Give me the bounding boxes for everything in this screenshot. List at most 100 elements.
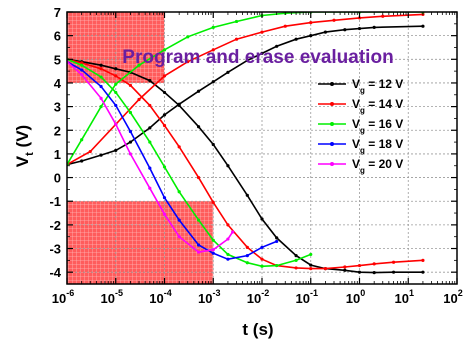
x-tick-label: 10-6 xyxy=(52,288,74,306)
series-3-program-point xyxy=(234,19,239,24)
series-1-erase-point xyxy=(421,270,425,274)
x-tick-label: 10-1 xyxy=(296,288,318,306)
series-2-erase-point xyxy=(260,257,264,261)
series-1-program-point xyxy=(80,159,84,163)
x-tick-label: 102 xyxy=(443,288,462,306)
series-3-erase-point xyxy=(128,110,133,115)
series-1-program-point xyxy=(148,126,152,130)
y-tick-label: -4 xyxy=(49,265,61,280)
series-5-erase-point xyxy=(231,230,235,234)
series-2-erase-point xyxy=(343,265,347,269)
series-1-erase-line xyxy=(67,58,423,274)
series-2-program-point xyxy=(332,18,336,22)
series-1-program-point xyxy=(343,28,347,32)
series-2-erase-point xyxy=(294,266,298,270)
series-5-erase-point xyxy=(196,250,201,254)
series-2-erase-point xyxy=(148,103,152,108)
series-2-program-point xyxy=(260,30,264,34)
legend-label: Vg = 20 V xyxy=(352,157,403,175)
series-5-erase-point xyxy=(162,212,167,216)
series-4-erase-point xyxy=(162,196,167,200)
series-1-erase-point xyxy=(357,270,362,274)
series-1-erase-point xyxy=(148,78,152,83)
series-3-erase-point xyxy=(162,165,167,169)
series-2-erase-point xyxy=(372,262,376,266)
series-3-erase-point xyxy=(245,261,249,265)
legend-swatch-marker xyxy=(330,102,334,106)
series-1-program-point xyxy=(323,30,328,34)
series-3-erase-point xyxy=(294,258,298,262)
series-1-program-point xyxy=(128,140,133,144)
series-1-program-point xyxy=(114,148,118,152)
y-tick-label: -2 xyxy=(49,218,61,233)
series-4-erase-point xyxy=(211,251,215,255)
series-3-erase-point xyxy=(177,190,181,194)
series-4-erase-point xyxy=(196,243,201,247)
series-1-program-point xyxy=(275,44,279,48)
series-5-erase-point xyxy=(148,186,152,190)
series-3-erase-point xyxy=(275,263,279,268)
series-1-program-point xyxy=(294,37,298,41)
series-1-erase-point xyxy=(260,217,264,221)
y-axis-label: Vt (V) xyxy=(13,125,36,167)
series-1-program-point xyxy=(99,153,103,157)
series-2-erase-point xyxy=(211,200,215,204)
series-4 xyxy=(67,60,279,261)
series-4-erase-point xyxy=(260,245,264,249)
series-1-program-point xyxy=(196,89,201,93)
series-1-erase-point xyxy=(99,63,103,67)
series-2-erase-point xyxy=(162,123,167,128)
series-2-program-point xyxy=(381,14,385,18)
series-5-erase-point xyxy=(80,73,84,77)
y-tick-label: 0 xyxy=(54,171,61,186)
series-2-erase-point xyxy=(245,245,249,249)
series-5-erase-point xyxy=(226,237,230,241)
x-tick-label: 101 xyxy=(395,288,414,306)
legend-label: Vg = 16 V xyxy=(352,117,403,135)
y-axis-label-unit: (V) xyxy=(13,125,32,152)
series-3-erase-line xyxy=(67,58,312,268)
series-1-program-point xyxy=(162,113,167,117)
series-4-erase-point xyxy=(114,103,118,108)
series-5-erase-point xyxy=(177,235,181,239)
axis-ticks xyxy=(66,11,458,284)
series-3-erase-point xyxy=(226,252,230,257)
legend-label: Vg = 14 V xyxy=(352,97,403,115)
series-2-erase-point xyxy=(309,267,313,271)
x-tick-label: 10-3 xyxy=(198,288,220,306)
series-3-erase-point xyxy=(148,140,152,144)
chart-title: Program and erase evaluation xyxy=(122,47,393,68)
series-3-program-point xyxy=(99,105,103,109)
series-4-erase-point xyxy=(245,254,249,258)
y-tick-label: 3 xyxy=(54,100,61,115)
y-tick-label: -3 xyxy=(49,242,61,257)
series-2-erase-point xyxy=(391,260,396,264)
series-1-program-point xyxy=(211,80,215,84)
series-5 xyxy=(67,60,235,254)
y-tick-label: 1 xyxy=(54,147,61,162)
series-2-erase-point xyxy=(226,223,230,227)
y-tick-label: 6 xyxy=(54,29,61,44)
series-2-erase-line xyxy=(67,58,423,270)
legend-label: Vg = 18 V xyxy=(352,137,403,155)
series-4-erase-point xyxy=(275,239,279,244)
series-3-erase-point xyxy=(80,63,84,67)
series-3-erase-point xyxy=(309,252,313,257)
y-tick-label: 5 xyxy=(54,52,61,67)
series-4-erase-point xyxy=(99,84,103,89)
y-tick-label: 7 xyxy=(54,5,61,20)
series-1-erase-point xyxy=(294,254,298,258)
series-1-program-point xyxy=(226,70,230,74)
series-4-erase-point xyxy=(80,68,84,72)
legend-label: Vg = 12 V xyxy=(352,77,403,95)
series-1-erase-point xyxy=(275,236,279,240)
x-tick-labels: 10-6 10-5 10-4 10-3 10-2 10-1 100 101 102 xyxy=(52,288,463,306)
x-axis-label: t (s) xyxy=(242,320,273,339)
data-series xyxy=(67,12,425,275)
series-1-program-point xyxy=(309,34,313,38)
series-2-erase-point xyxy=(80,61,84,65)
series-5-erase-line xyxy=(67,61,234,253)
series-3-program-point xyxy=(186,35,190,39)
series-2-erase-point xyxy=(421,258,425,262)
